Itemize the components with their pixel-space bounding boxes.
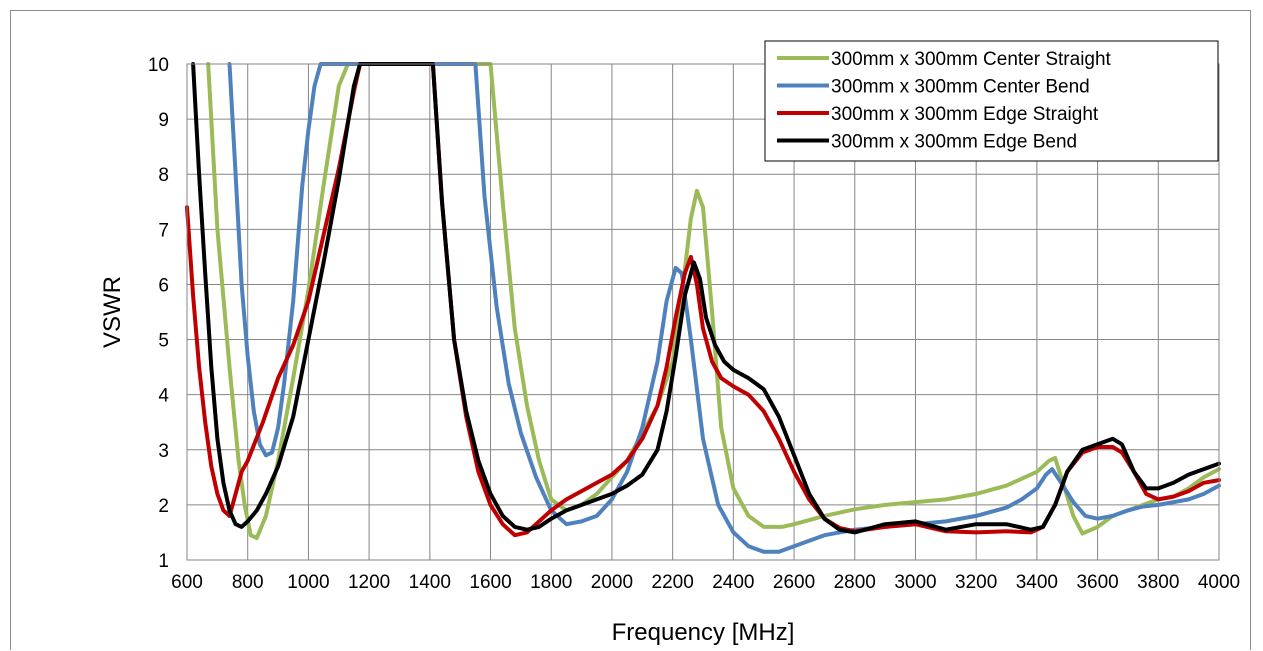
- y-tick-label: 8: [158, 165, 169, 186]
- x-tick-label: 2800: [834, 572, 876, 593]
- x-tick-label: 1600: [469, 572, 511, 593]
- legend-label: 300mm x 300mm Edge Bend: [831, 132, 1077, 153]
- y-tick-label: 6: [158, 275, 169, 296]
- x-tick-label: 1800: [530, 572, 572, 593]
- x-tick-label: 1200: [348, 572, 390, 593]
- y-tick-label: 7: [158, 220, 169, 241]
- x-tick-label: 3800: [1137, 572, 1179, 593]
- x-tick-label: 3000: [894, 572, 936, 593]
- x-axis-title: Frequency [MHz]: [612, 619, 795, 646]
- x-tick-label: 4000: [1198, 572, 1240, 593]
- x-tick-label: 1400: [409, 572, 451, 593]
- y-tick-label: 4: [158, 386, 169, 407]
- x-tick-labels: 600 800 1000 1200 1400 1600 1800 2000 2200 2400 26…: [171, 572, 1240, 593]
- x-tick-label: 2600: [773, 572, 815, 593]
- x-tick-label: 600: [171, 572, 203, 593]
- legend-box: [764, 40, 1219, 162]
- legend-label: 300mm x 300mm Edge Straight: [831, 104, 1099, 125]
- y-tick-label: 5: [158, 331, 169, 352]
- x-tick-label: 3600: [1076, 572, 1118, 593]
- x-tick-label: 800: [232, 572, 264, 593]
- series-line-1: [206, 62, 1221, 540]
- x-tick-label: 2000: [591, 572, 633, 593]
- series-line-2: [227, 62, 1221, 554]
- series-line-4: [191, 62, 1221, 535]
- y-tick-labels: 1 2 3 4 5 6 7 8 9 10: [148, 55, 170, 572]
- plot-area: [186, 63, 1220, 561]
- legend-label: 300mm x 300mm Center Straight: [831, 49, 1112, 70]
- y-tick-label: 2: [158, 496, 169, 517]
- legend-label: 300mm x 300mm Center Bend: [831, 77, 1090, 98]
- y-tick-label: 10: [148, 55, 169, 76]
- x-tick-label: 2400: [712, 572, 754, 593]
- series-lines: [185, 62, 1221, 554]
- y-tick-label: 9: [158, 110, 169, 131]
- x-tick-label: 3400: [1016, 572, 1058, 593]
- y-axis-title: VSWR: [99, 276, 126, 348]
- x-tick-label: 2200: [652, 572, 694, 593]
- x-tick-label: 3200: [955, 572, 997, 593]
- y-tick-label: 1: [158, 551, 169, 572]
- y-tick-label: 3: [158, 441, 169, 462]
- x-tick-label: 1000: [287, 572, 329, 593]
- legend: 300mm x 300mm Center Straight 300mm x 300…: [764, 40, 1219, 162]
